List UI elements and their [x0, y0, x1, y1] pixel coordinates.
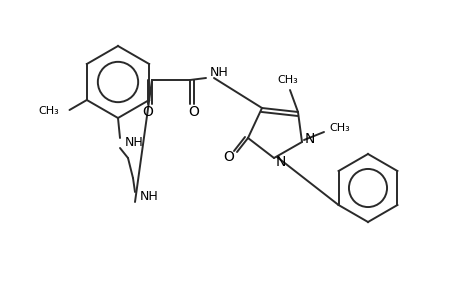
Text: N: N: [304, 132, 314, 146]
Text: CH₃: CH₃: [329, 123, 350, 133]
Text: N: N: [275, 155, 285, 169]
Text: CH₃: CH₃: [39, 106, 59, 116]
Text: O: O: [188, 105, 199, 119]
Text: NH: NH: [209, 65, 228, 79]
Text: O: O: [223, 150, 234, 164]
Text: CH₃: CH₃: [277, 75, 298, 85]
Text: NH: NH: [140, 190, 158, 202]
Text: NH: NH: [124, 136, 143, 148]
Text: O: O: [142, 105, 153, 119]
